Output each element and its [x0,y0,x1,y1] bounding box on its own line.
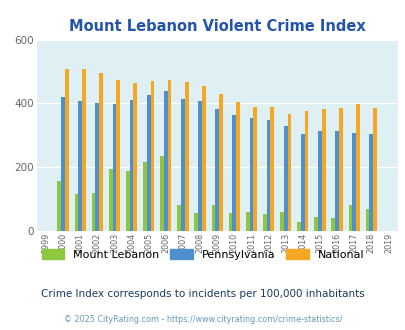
Bar [61,97,65,231]
Bar [283,126,287,231]
Bar [317,131,321,231]
Bar [92,193,95,231]
Bar [112,104,116,231]
Bar [184,82,188,231]
Bar [245,212,249,231]
Bar [330,217,335,231]
Bar [279,213,283,231]
Bar [211,206,215,231]
Bar [181,99,184,231]
Bar [133,83,137,231]
Bar [296,222,300,231]
Bar [266,120,270,231]
Bar [78,101,82,231]
Bar [194,213,198,231]
Bar [57,181,61,231]
Bar [177,205,181,231]
Bar [65,69,68,231]
Bar [321,109,325,231]
Text: Crime Index corresponds to incidents per 100,000 inhabitants: Crime Index corresponds to incidents per… [41,289,364,299]
Text: © 2025 CityRating.com - https://www.cityrating.com/crime-statistics/: © 2025 CityRating.com - https://www.city… [64,315,341,324]
Bar [369,134,372,231]
Bar [249,118,253,231]
Bar [129,100,133,231]
Bar [355,104,359,231]
Bar [270,107,273,231]
Bar [75,194,78,231]
Bar [232,115,236,231]
Bar [352,133,355,231]
Bar [338,108,342,231]
Bar [95,103,99,231]
Bar [160,156,164,231]
Bar [143,162,147,231]
Bar [198,101,201,231]
Bar [300,134,304,231]
Bar [365,209,369,231]
Bar [348,205,352,231]
Bar [236,102,239,231]
Bar [215,109,219,231]
Bar [82,69,85,231]
Bar [253,107,256,231]
Bar [201,86,205,231]
Bar [167,80,171,231]
Bar [116,80,120,231]
Bar [147,95,150,231]
Bar [304,112,308,231]
Bar [150,81,154,231]
Title: Mount Lebanon Violent Crime Index: Mount Lebanon Violent Crime Index [69,19,364,34]
Bar [372,108,376,231]
Bar [313,217,317,231]
Bar [228,214,232,231]
Bar [126,171,129,231]
Bar [99,73,103,231]
Bar [219,94,222,231]
Bar [109,169,112,231]
Bar [164,91,167,231]
Bar [335,131,338,231]
Bar [262,214,266,231]
Legend: Mount Lebanon, Pennsylvania, National: Mount Lebanon, Pennsylvania, National [38,246,367,263]
Bar [287,114,291,231]
